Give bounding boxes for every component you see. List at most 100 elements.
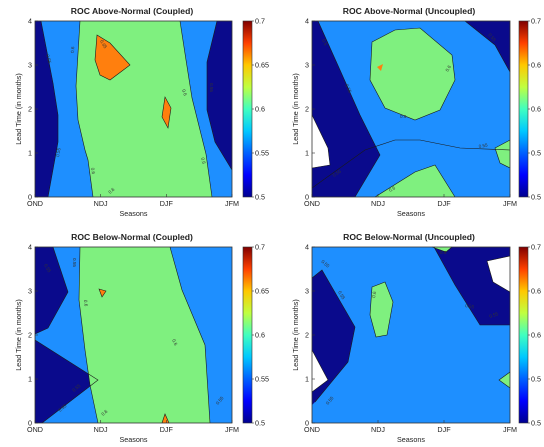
colorbar-tick-label: 0.5 — [255, 419, 265, 428]
contour-label: 0.55 — [325, 395, 335, 405]
colorbar-tick-label: 0.6 — [255, 105, 265, 114]
contour-lines — [311, 246, 511, 403]
contour-lines — [311, 20, 511, 198]
contour-label: 0.55 — [465, 303, 475, 310]
contour-label: 0.6 — [83, 300, 89, 307]
contour-labels: 0.55 0.55 0.6 0.6 0.6 0.55 0.65 0.6 0.6 — [45, 39, 214, 195]
contour-line — [311, 349, 329, 393]
contour-label: 0.55 — [332, 168, 343, 177]
contour-label: 0.6 — [400, 114, 407, 119]
contour-fill — [311, 20, 511, 198]
y-tick-label: 3 — [28, 61, 32, 70]
contour-line — [317, 20, 381, 198]
contour-line — [374, 164, 456, 198]
colorbar-tick-label: 0.6 — [531, 61, 541, 70]
contour-label: 0.55 — [344, 83, 352, 94]
y-tick-label: 1 — [305, 149, 309, 158]
contour-label: 0.6 — [107, 187, 115, 195]
contour-region — [312, 21, 380, 197]
x-tick-label: NDJ — [371, 425, 385, 434]
panel-above-uncoupled: ROC Above-Normal (Uncoupled) 0.5 0.55 — [311, 6, 511, 198]
contour-label: 0.55 — [209, 83, 214, 92]
contour-label: 0.55 — [478, 142, 488, 149]
contour-line — [498, 371, 511, 389]
contour-region — [162, 97, 171, 128]
contour-region — [35, 340, 98, 423]
y-tick-label: 3 — [305, 61, 309, 70]
y-tick-label: 0 — [28, 193, 32, 202]
y-tick-label: 3 — [305, 287, 309, 296]
panel-below-uncoupled: ROC Below-Normal (Uncoupled) 0.55 0.55 — [311, 232, 511, 424]
contour-region — [35, 247, 68, 334]
x-tick-label: JFM — [503, 199, 517, 208]
colorbar-tick-label: 0.5 — [255, 193, 265, 202]
contour-line — [311, 139, 511, 189]
contour-label: 0.6 — [181, 89, 188, 97]
contour-label: 0.55 — [43, 263, 52, 274]
contour-label: 0.55 — [489, 311, 500, 319]
y-tick-label: 2 — [305, 105, 309, 114]
colorbar-tick-label: 0.65 — [255, 287, 269, 296]
contour-label: 0.55 — [337, 290, 346, 301]
contour-fill — [311, 246, 511, 423]
colorbar-tick-label: 0.5 — [531, 419, 541, 428]
contour-label: 0.6 — [388, 185, 396, 193]
y-axis-label: Lead Time (in months) — [291, 73, 300, 145]
y-tick-label: 1 — [28, 149, 32, 158]
contour-label: 0.6 — [440, 250, 447, 255]
contour-lines — [40, 20, 233, 198]
contour-labels: 0.55 0.55 0.6 0.6 0.55 0.55 0.6 0.55 — [43, 258, 225, 417]
contour-label: 0.6 — [171, 338, 178, 346]
y-tick-label: 1 — [28, 375, 32, 384]
contour-line — [40, 20, 59, 198]
contour-lines — [34, 246, 211, 424]
contour-region — [312, 350, 328, 392]
colorbar-tick-label: 0.7 — [255, 243, 265, 252]
colorbar — [242, 246, 253, 424]
contour-line — [161, 413, 170, 424]
contour-line — [179, 20, 213, 198]
contour-label: 0.55 — [215, 395, 225, 405]
x-axis-label: Seasons — [120, 435, 148, 444]
colorbar-tick-label: 0.5 — [531, 149, 541, 158]
y-tick-label: 2 — [28, 105, 32, 114]
contour-label: 0.6 — [100, 409, 108, 417]
contour-label: 0.55 — [71, 383, 81, 393]
contour-region — [499, 372, 510, 388]
colorbar-tick-label: 0.55 — [255, 375, 269, 384]
contour-label: 0.5 — [321, 38, 328, 46]
contour-line — [486, 255, 511, 293]
contour-region — [465, 21, 510, 72]
colorbar-tick-label: 0.65 — [255, 61, 269, 70]
contour-line — [464, 20, 511, 73]
colorbar-tick-label: 0.55 — [255, 149, 269, 158]
colorbar-tick-label: 0.7 — [531, 17, 541, 26]
contour-label: 0.6 — [445, 64, 453, 72]
y-tick-label: 0 — [305, 193, 309, 202]
contour-line — [494, 139, 511, 169]
contour-fill — [35, 20, 233, 198]
contour-region — [99, 289, 106, 297]
contour-line — [78, 246, 99, 424]
contour-line — [34, 339, 99, 424]
y-axis-label: Lead Time (in months) — [291, 299, 300, 371]
panel-title: ROC Above-Normal (Coupled) — [71, 6, 194, 16]
contour-label: 0.55 — [57, 403, 67, 413]
contour-region — [312, 115, 330, 168]
y-tick-label: 2 — [28, 331, 32, 340]
contour-region — [377, 64, 383, 71]
x-axis-label: Seasons — [120, 209, 148, 218]
panel-title: ROC Above-Normal (Uncoupled) — [343, 6, 476, 16]
x-tick-label: DJF — [160, 425, 174, 434]
x-tick-label: DJF — [160, 199, 174, 208]
x-tick-label: NDJ — [94, 425, 108, 434]
y-axis-label: Lead Time (in months) — [14, 299, 23, 371]
x-axis-label: Seasons — [397, 209, 425, 218]
contour-region — [432, 247, 452, 252]
contour-label: 0.55 — [487, 32, 497, 42]
contour-region — [35, 21, 58, 197]
x-tick-label: DJF — [437, 199, 451, 208]
y-axis-label: Lead Time (in months) — [14, 73, 23, 145]
x-tick-label: OND — [304, 425, 320, 434]
